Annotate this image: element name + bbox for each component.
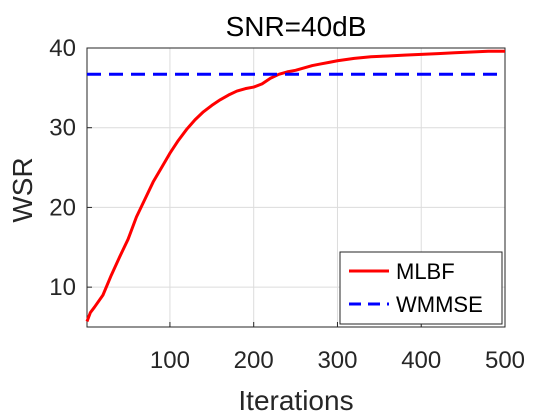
y-axis-label: WSR (7, 157, 38, 222)
y-tick-label: 30 (49, 115, 76, 142)
series-lines (85, 49, 505, 322)
legend: MLBF WMMSE (339, 251, 503, 325)
x-tick-label: 200 (234, 347, 274, 374)
x-axis-label: Iterations (238, 385, 353, 416)
legend-label-mlbf: MLBF (396, 259, 455, 284)
y-tick-label: 20 (49, 194, 76, 221)
legend-label-wmmse: WMMSE (396, 292, 483, 317)
y-ticks: 10 20 30 40 (49, 35, 92, 301)
legend-box (339, 251, 503, 325)
y-tick-label: 10 (49, 274, 76, 301)
chart-title: SNR=40dB (226, 11, 367, 42)
x-tick-label: 400 (401, 347, 441, 374)
plot-area (86, 47, 506, 328)
x-tick-label: 500 (485, 347, 525, 374)
series-line-mlbf (85, 49, 505, 322)
y-tick-label: 40 (49, 35, 76, 62)
x-tick-label: 100 (150, 347, 190, 374)
x-tick-label: 300 (317, 347, 357, 374)
x-ticks: 100 200 300 400 500 (150, 322, 525, 374)
